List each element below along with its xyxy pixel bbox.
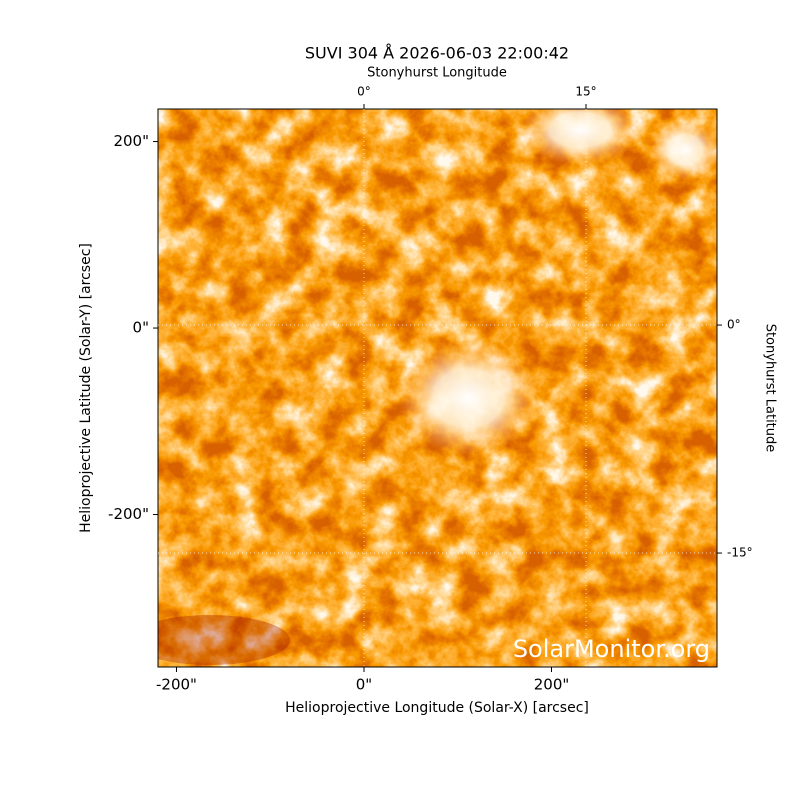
- x-tick-label: 200": [534, 676, 570, 694]
- x-axis-label: Helioprojective Longitude (Solar-X) [arc…: [285, 700, 589, 716]
- y-tick-label: 0": [133, 319, 149, 337]
- watermark: SolarMonitor.org: [513, 635, 710, 663]
- x2-tick-label: 0°: [357, 85, 371, 99]
- x2-tick-label: 15°: [575, 85, 596, 99]
- axes-frame: [157, 108, 718, 668]
- x2-axis-label: Stonyhurst Longitude: [367, 66, 507, 81]
- y2-tick-label: 0°: [727, 318, 741, 332]
- y-tick-label: 200": [113, 132, 149, 150]
- y2-tick-label: -15°: [727, 546, 753, 560]
- x-tick-label: 0": [356, 676, 372, 694]
- solar-image: [158, 109, 717, 667]
- y-axis-label: Helioprojective Latitude (Solar-Y) [arcs…: [78, 243, 94, 533]
- x-tick-label: -200": [156, 676, 197, 694]
- chart-title: SUVI 304 Å 2026-06-03 22:00:42: [305, 44, 569, 63]
- y-tick-label: -200": [108, 505, 149, 523]
- y2-axis-label: Stonyhurst Latitude: [763, 324, 778, 453]
